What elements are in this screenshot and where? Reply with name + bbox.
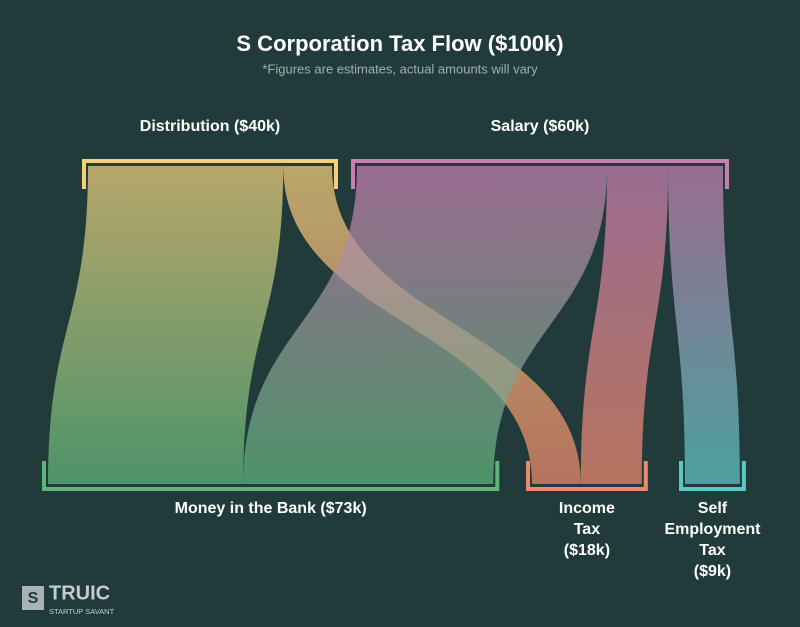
flow-link <box>48 166 284 484</box>
logo-box <box>22 586 44 610</box>
node-label: Money in the Bank ($73k) <box>175 500 367 517</box>
logo-tagline: STARTUP SAVANT <box>49 607 115 616</box>
node-bracket <box>526 461 648 491</box>
node-label: Distribution ($40k) <box>140 118 280 135</box>
node-label: ($9k) <box>694 563 731 580</box>
node-label: ($18k) <box>564 542 610 559</box>
node-bracket <box>82 159 338 189</box>
flow-link <box>580 166 669 484</box>
node-label: Tax <box>574 521 600 538</box>
node-label: Tax <box>699 542 725 559</box>
node-bracket <box>42 461 500 491</box>
logo-mark: S <box>28 590 39 607</box>
logo-name: TRUIC <box>49 582 110 604</box>
node-bracket <box>679 461 746 491</box>
chart-subtitle: *Figures are estimates, actual amounts w… <box>262 61 538 76</box>
node-label: Salary ($60k) <box>491 118 590 135</box>
flow-link <box>243 166 608 484</box>
node-label: Employment <box>664 521 761 538</box>
node-label: Self <box>698 500 728 517</box>
chart-title: S Corporation Tax Flow ($100k) <box>236 31 563 56</box>
links <box>48 166 740 484</box>
node-label: Income <box>559 500 615 517</box>
node-bracket <box>351 159 729 189</box>
flow-link <box>668 166 740 484</box>
